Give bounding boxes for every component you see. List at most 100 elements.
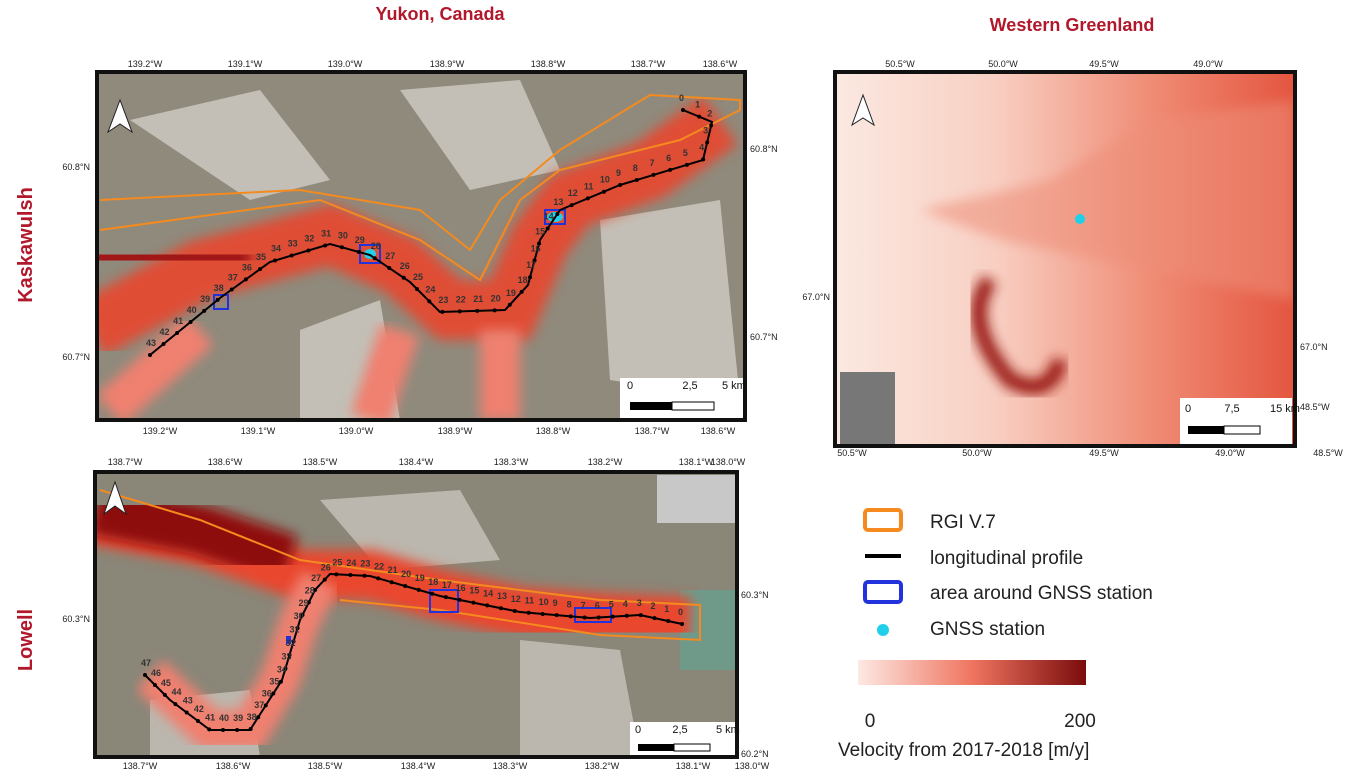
scale-label: 7,5 <box>1224 403 1239 415</box>
lon-label: 139.0°W <box>328 59 363 69</box>
profile-label: 42 <box>194 704 204 714</box>
profile-point <box>153 683 157 687</box>
profile-point <box>570 203 574 207</box>
profile-point <box>189 320 193 324</box>
profile-point <box>357 250 361 254</box>
profile-label: 4 <box>623 599 628 609</box>
profile-point <box>475 309 479 313</box>
lon-label: 139.0°W <box>339 426 374 436</box>
panel-title: Yukon, Canada <box>375 4 505 24</box>
profile-point <box>458 309 462 313</box>
lat-label: 60.7°N <box>750 332 778 342</box>
inset-map <box>657 475 735 523</box>
lon-label: 138.7°W <box>631 59 666 69</box>
profile-label: 29 <box>299 598 309 608</box>
profile-point <box>249 727 253 731</box>
profile-label: 17 <box>526 260 536 270</box>
lat-label: 60.8°N <box>750 144 778 154</box>
profile-point <box>651 173 655 177</box>
profile-point <box>271 692 275 696</box>
legend-symbol <box>865 582 901 602</box>
profile-label: 26 <box>321 563 331 573</box>
profile-point <box>417 588 421 592</box>
profile-point <box>235 728 239 732</box>
profile-point <box>555 212 559 216</box>
profile-point <box>221 728 225 732</box>
profile-label: 34 <box>271 244 281 254</box>
lon-label: 138.5°W <box>303 457 338 467</box>
scale-label: 5 km <box>716 724 740 736</box>
legend-label: area around GNSS station <box>930 583 1153 604</box>
profile-point <box>583 616 587 620</box>
colorbar-tick-label: 0 <box>865 711 876 732</box>
profile-label: 41 <box>205 712 215 722</box>
gnss-station <box>1075 214 1085 224</box>
profile-label: 1 <box>664 604 669 614</box>
profile-point <box>185 711 189 715</box>
profile-label: 24 <box>425 284 435 294</box>
profile-point <box>493 308 497 312</box>
profile-point <box>625 614 629 618</box>
colorbar-tick-label: 200 <box>1064 711 1096 732</box>
profile-label: 6 <box>666 153 671 163</box>
lat-label: 60.8°N <box>62 162 90 172</box>
profile-point <box>373 256 377 260</box>
profile-point <box>279 680 283 684</box>
scale-bar <box>1224 426 1260 434</box>
profile-label: 45 <box>161 678 171 688</box>
lon-label: 138.2°W <box>588 457 623 467</box>
profile-point <box>323 578 327 582</box>
profile-label: 43 <box>183 696 193 706</box>
profile-point <box>705 140 709 144</box>
colorbar-label: Velocity from 2017-2018 [m/y] <box>838 740 1089 761</box>
lat-label: 60.7°N <box>62 352 90 362</box>
lon-label: 138.0°W <box>711 457 746 467</box>
profile-label: 34 <box>277 665 287 675</box>
map-name: Kaskawulsh <box>15 187 37 303</box>
scale-label: 2,5 <box>672 724 687 736</box>
profile-label: 41 <box>173 316 183 326</box>
scale-bar <box>1188 426 1224 434</box>
profile-label: 25 <box>413 272 423 282</box>
lon-label: 138.6°W <box>208 457 243 467</box>
profile-label: 31 <box>321 228 331 238</box>
profile-point <box>323 243 327 247</box>
lon-label: 139.2°W <box>143 426 178 436</box>
lon-label: 50.5°W <box>837 448 867 458</box>
lon-label: 138.8°W <box>531 59 566 69</box>
profile-label: 18 <box>518 275 528 285</box>
profile-label: 7 <box>581 601 586 611</box>
lon-label: 50.0°W <box>962 448 992 458</box>
lon-label: 138.1°W <box>676 761 711 771</box>
profile-label: 10 <box>600 175 610 185</box>
profile-point <box>390 580 394 584</box>
profile-label: 42 <box>160 327 170 337</box>
profile-point <box>402 276 406 280</box>
profile-label: 11 <box>525 596 535 606</box>
profile-label: 14 <box>483 588 493 598</box>
profile-point <box>709 123 713 127</box>
profile-label: 18 <box>428 577 438 587</box>
lon-label: 138.6°W <box>703 59 738 69</box>
profile-label: 46 <box>151 668 161 678</box>
profile-point <box>635 178 639 182</box>
profile-label: 35 <box>269 677 279 687</box>
profile-label: 33 <box>281 651 291 661</box>
profile-label: 38 <box>247 712 257 722</box>
profile-point <box>148 353 152 357</box>
profile-point <box>528 275 532 279</box>
profile-label: 38 <box>214 283 224 293</box>
kaskawulsh-map <box>90 72 745 420</box>
profile-point <box>376 576 380 580</box>
profile-label: 30 <box>294 611 304 621</box>
lon-label: 138.9°W <box>430 59 465 69</box>
lat-label: 67.0°N <box>802 292 830 302</box>
profile-label: 1 <box>695 100 700 110</box>
profile-label: 32 <box>304 233 314 243</box>
panel-title: Western Greenland <box>990 15 1155 35</box>
profile-label: 47 <box>141 658 151 668</box>
profile-point <box>471 601 475 605</box>
profile-point <box>602 190 606 194</box>
profile-point <box>569 614 573 618</box>
scale-label: 0 <box>1185 403 1191 415</box>
